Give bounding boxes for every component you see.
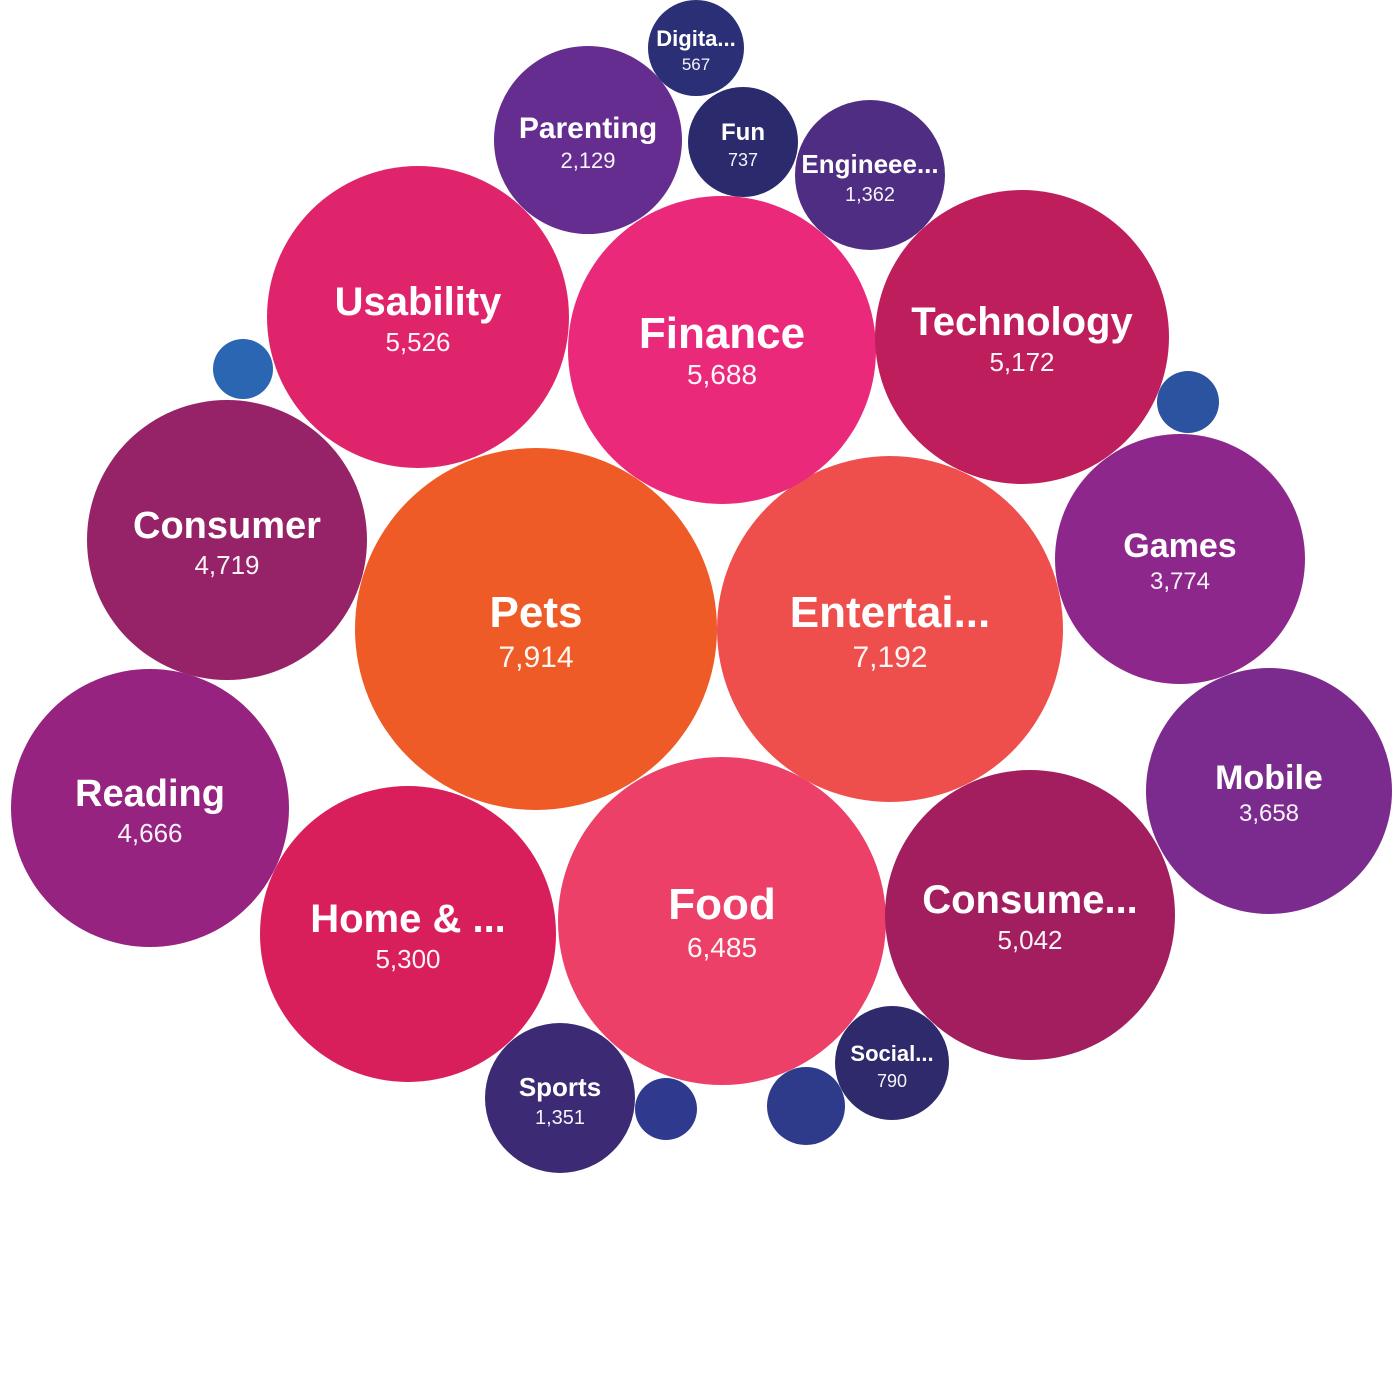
bubble-circle-digita[interactable] (648, 0, 744, 96)
bubble-circle-usability[interactable] (267, 166, 569, 468)
bubble-label-consumer: Consumer (133, 505, 321, 547)
bubble-circle-unlabeled-20[interactable] (635, 1078, 697, 1140)
bubble-label-pets: Pets (490, 588, 583, 637)
bubble-unlabeled-21[interactable] (767, 1067, 845, 1145)
bubble-unlabeled-18[interactable] (213, 339, 273, 399)
bubble-value-social: 790 (877, 1071, 907, 1091)
bubble-label-digita: Digita... (656, 26, 735, 51)
bubble-circle-pets[interactable] (355, 448, 717, 810)
bubble-label-finance: Finance (639, 309, 805, 358)
bubble-parenting[interactable]: Parenting 2,129 (494, 46, 682, 234)
bubble-circle-sports[interactable] (485, 1023, 635, 1173)
bubble-label-sports: Sports (519, 1072, 601, 1102)
bubble-value-entertai: 7,192 (852, 641, 927, 674)
bubble-label-social: Social... (850, 1041, 933, 1066)
bubble-entertai[interactable]: Entertai... 7,192 (717, 456, 1063, 802)
bubble-games[interactable]: Games 3,774 (1055, 434, 1305, 684)
bubble-circle-food[interactable] (558, 757, 886, 1085)
bubble-circle-unlabeled-21[interactable] (767, 1067, 845, 1145)
bubble-value-technology: 5,172 (989, 347, 1054, 377)
bubble-circle-parenting[interactable] (494, 46, 682, 234)
bubble-unlabeled-19[interactable] (1157, 371, 1219, 433)
bubble-label-technology: Technology (911, 300, 1133, 344)
bubble-circle-entertai[interactable] (717, 456, 1063, 802)
bubble-value-mobile: 3,658 (1239, 800, 1299, 827)
bubble-circle-reading[interactable] (11, 669, 289, 947)
bubble-label-mobile: Mobile (1215, 759, 1323, 797)
bubble-engineee[interactable]: Engineee... 1,362 (795, 100, 945, 250)
bubble-value-pets: 7,914 (498, 641, 573, 674)
bubble-value-fun: 737 (728, 150, 758, 170)
bubble-circle-engineee[interactable] (795, 100, 945, 250)
bubble-label-usability: Usability (335, 280, 502, 324)
bubble-value-usability: 5,526 (385, 327, 450, 357)
bubble-value-finance: 5,688 (687, 359, 757, 390)
bubble-circle-finance[interactable] (568, 196, 876, 504)
bubble-label-food: Food (668, 880, 776, 929)
bubble-circle-consumer[interactable] (87, 400, 367, 680)
bubble-value-engineee: 1,362 (845, 184, 895, 206)
bubble-value-consume: 5,042 (997, 925, 1062, 955)
bubble-circle-technology[interactable] (875, 190, 1169, 484)
bubble-circle-social[interactable] (835, 1006, 949, 1120)
bubble-label-entertai: Entertai... (790, 588, 991, 637)
bubble-value-games: 3,774 (1150, 568, 1210, 595)
bubble-circle-home[interactable] (260, 786, 556, 1082)
bubble-circle-games[interactable] (1055, 434, 1305, 684)
bubble-value-consumer: 4,719 (194, 550, 259, 580)
bubble-circle-unlabeled-19[interactable] (1157, 371, 1219, 433)
bubble-consume[interactable]: Consume...5,042 (885, 770, 1175, 1060)
bubble-circle-consume[interactable] (885, 770, 1175, 1060)
bubble-label-reading: Reading (75, 773, 225, 815)
bubble-sports[interactable]: Sports 1,351 (485, 1023, 635, 1173)
bubble-circle-fun[interactable] (688, 87, 798, 197)
bubble-value-sports: 1,351 (535, 1107, 585, 1129)
bubble-circle-mobile[interactable] (1146, 668, 1392, 914)
bubble-label-parenting: Parenting (519, 112, 657, 145)
bubble-pets[interactable]: Pets 7,914 (355, 448, 717, 810)
bubble-label-consume: Consume... (922, 878, 1138, 922)
bubble-home[interactable]: Home & ...5,300 (260, 786, 556, 1082)
bubble-label-games: Games (1123, 527, 1236, 565)
bubble-value-parenting: 2,129 (560, 148, 615, 173)
bubble-label-fun: Fun (721, 119, 765, 146)
bubble-value-reading: 4,666 (117, 818, 182, 848)
bubble-label-engineee: Engineee... (801, 149, 938, 179)
bubble-social[interactable]: Social... 790 (835, 1006, 949, 1120)
bubble-value-digita: 567 (682, 55, 710, 74)
bubble-value-food: 6,485 (687, 932, 757, 963)
bubble-value-home: 5,300 (375, 944, 440, 974)
bubble-digita[interactable]: Digita... 567 (648, 0, 744, 96)
bubble-mobile[interactable]: Mobile 3,658 (1146, 668, 1392, 914)
bubble-fun[interactable]: Fun 737 (688, 87, 798, 197)
bubble-unlabeled-20[interactable] (635, 1078, 697, 1140)
bubble-circle-unlabeled-18[interactable] (213, 339, 273, 399)
bubble-label-home: Home & ... (310, 897, 506, 941)
